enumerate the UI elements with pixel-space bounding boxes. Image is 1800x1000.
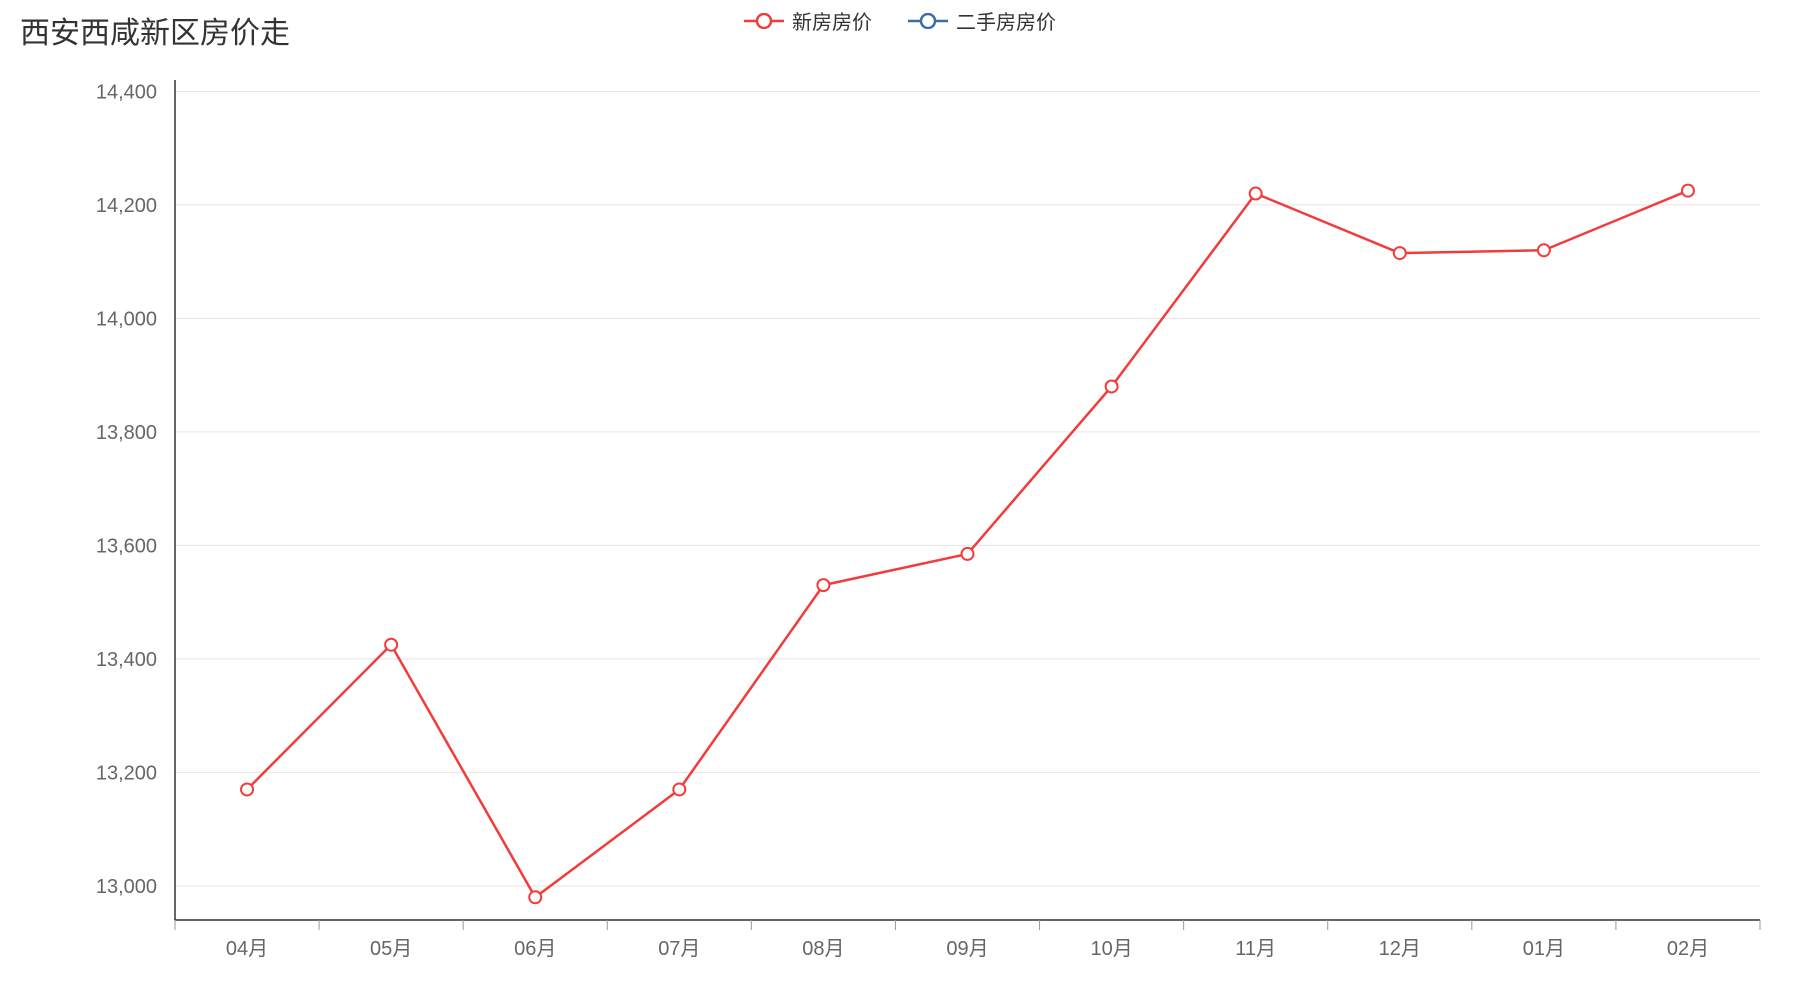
svg-text:13,000: 13,000 <box>96 876 157 898</box>
svg-text:13,800: 13,800 <box>96 422 157 444</box>
svg-text:05月: 05月 <box>370 938 412 960</box>
legend: 新房房价 二手房房价 <box>744 6 1056 35</box>
legend-marker-series1 <box>744 13 784 29</box>
chart-area: 13,000 13,200 13,400 13,600 13,800 14,000 14,2… <box>0 60 1800 1000</box>
svg-text:09月: 09月 <box>946 938 988 960</box>
svg-text:13,200: 13,200 <box>96 762 157 784</box>
svg-text:14,400: 14,400 <box>96 81 157 103</box>
svg-text:13,600: 13,600 <box>96 535 157 557</box>
svg-text:12月: 12月 <box>1379 938 1421 960</box>
svg-text:08月: 08月 <box>802 938 844 960</box>
svg-text:02月: 02月 <box>1667 938 1709 960</box>
legend-item-series1: 新房房价 <box>744 6 872 35</box>
svg-text:07月: 07月 <box>658 938 700 960</box>
legend-item-series2: 二手房房价 <box>908 6 1056 35</box>
svg-text:06月: 06月 <box>514 938 556 960</box>
chart-title: 西安西咸新区房价走 <box>20 8 290 52</box>
svg-text:14,200: 14,200 <box>96 195 157 217</box>
legend-label-series1: 新房房价 <box>792 6 872 35</box>
legend-label-series2: 二手房房价 <box>956 6 1056 35</box>
svg-text:04月: 04月 <box>226 938 268 960</box>
svg-text:10月: 10月 <box>1090 938 1132 960</box>
svg-text:11月: 11月 <box>1235 938 1276 960</box>
svg-text:13,400: 13,400 <box>96 649 157 671</box>
legend-marker-series2 <box>908 13 948 29</box>
svg-text:14,000: 14,000 <box>96 308 157 330</box>
svg-text:01月: 01月 <box>1523 938 1565 960</box>
